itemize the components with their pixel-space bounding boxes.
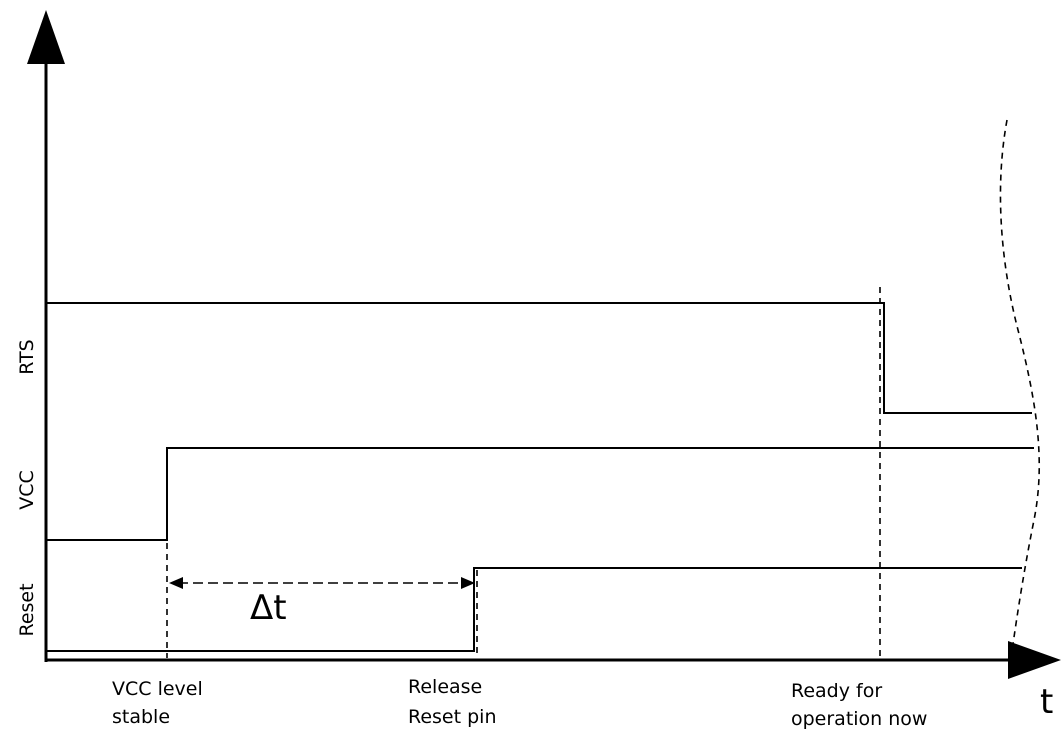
event-label-release-2: Reset pin bbox=[408, 706, 497, 728]
event-label-ready-2: operation now bbox=[791, 708, 927, 730]
delta-t-label: Δt bbox=[250, 588, 287, 628]
delta-t-arrow-left-head bbox=[169, 577, 183, 589]
y-axis-arrow bbox=[27, 10, 65, 64]
event-label-vcc-stable-1: VCC level bbox=[112, 678, 203, 700]
time-break-line bbox=[999, 119, 1041, 666]
event-label-vcc-stable-2: stable bbox=[112, 706, 170, 728]
vcc-signal bbox=[46, 447, 1034, 541]
event-label-ready-1: Ready for bbox=[791, 680, 882, 702]
signal-label-vcc: VCC bbox=[16, 470, 38, 510]
signal-label-reset: Reset bbox=[16, 583, 38, 636]
x-axis-arrow bbox=[1008, 641, 1061, 679]
rts-signal bbox=[46, 302, 1032, 414]
x-axis-label: t bbox=[1040, 682, 1053, 722]
event-label-release-1: Release bbox=[408, 676, 482, 698]
delta-t-arrow-right-head bbox=[461, 577, 475, 589]
signal-label-rts: RTS bbox=[16, 339, 38, 375]
reset-signal bbox=[46, 567, 1022, 652]
